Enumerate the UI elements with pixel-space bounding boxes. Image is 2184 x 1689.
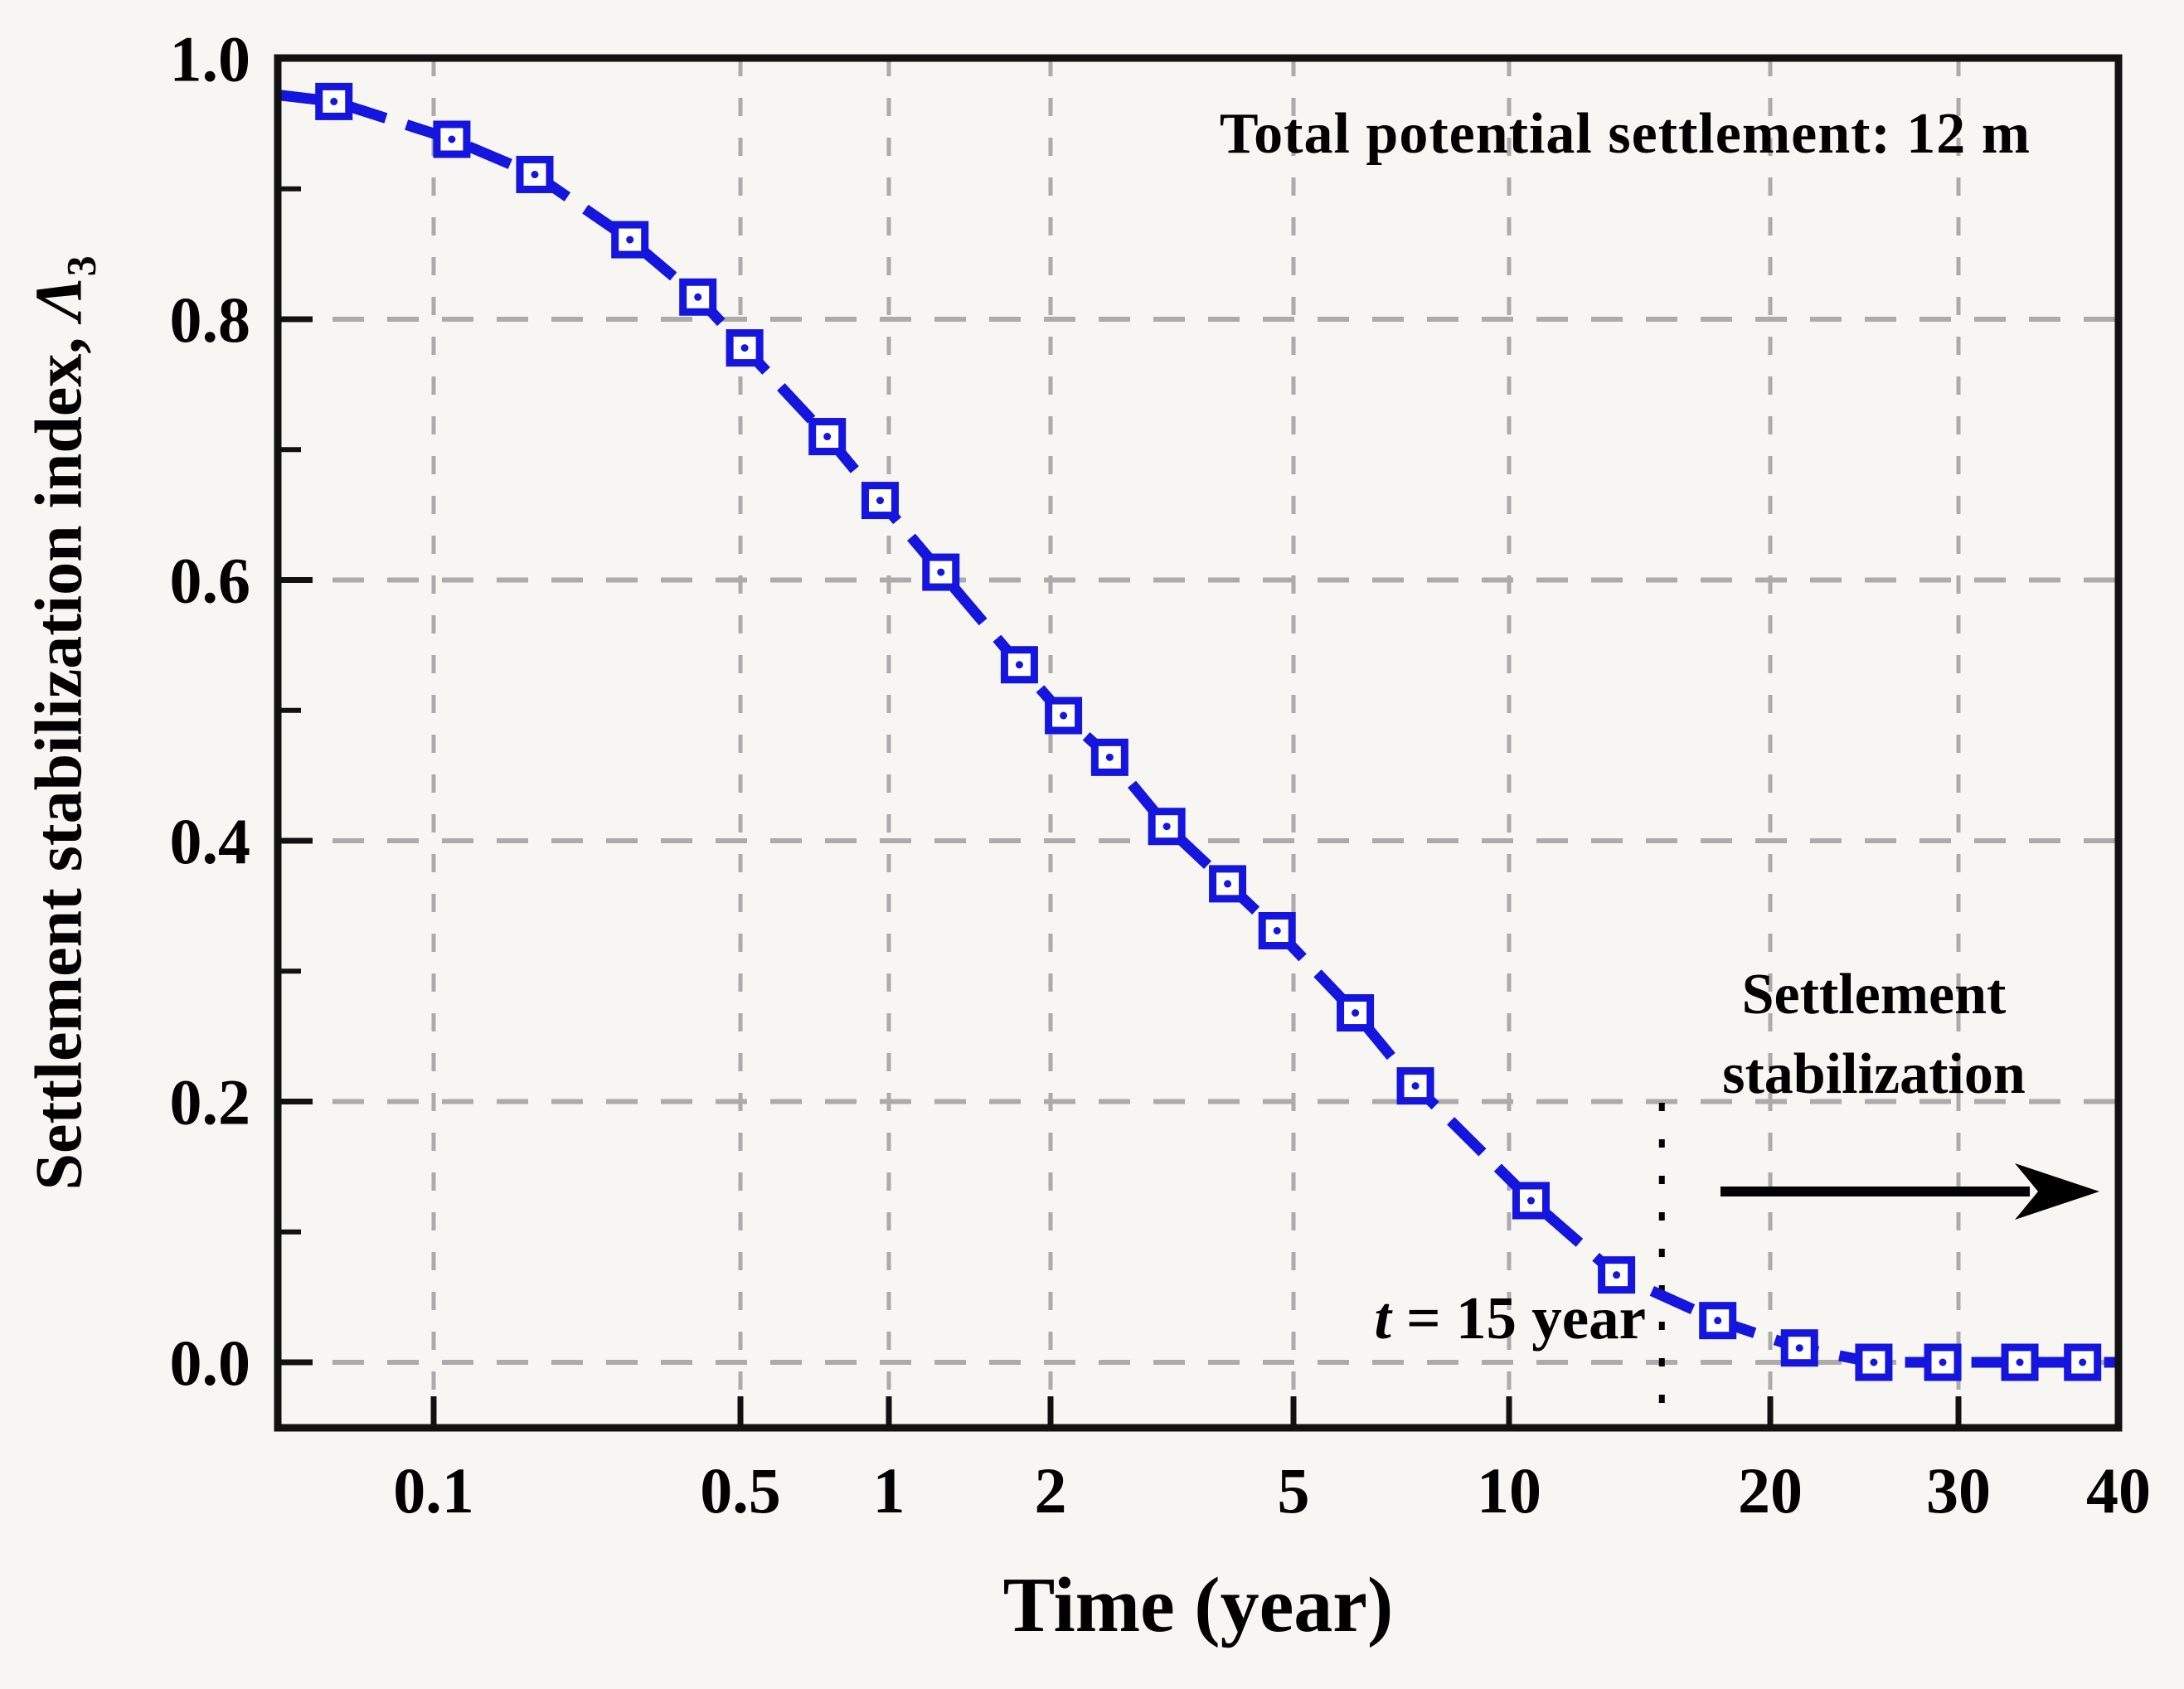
annotation-t15-text: = 15 year	[1390, 1284, 1646, 1352]
annotation-settlement-stabilization: Settlement stabilization	[1687, 955, 2060, 1114]
data-point-marker	[1699, 1302, 1737, 1340]
y-axis-title: Settlement stabilization index, Λ3	[22, 256, 104, 1191]
data-point-marker	[1396, 1067, 1434, 1105]
data-point-marker	[1000, 646, 1038, 684]
x-tick-label: 0.5	[700, 1454, 781, 1526]
data-point-marker	[1258, 912, 1296, 950]
x-tick-label: 0.1	[393, 1454, 474, 1526]
annotation-t15-variable: t	[1374, 1284, 1391, 1352]
data-point-marker	[861, 482, 899, 520]
y-axis-title-subscript: 3	[58, 255, 104, 277]
data-point-marker	[2064, 1343, 2102, 1381]
data-point-marker	[808, 418, 847, 456]
x-tick-label: 20	[1738, 1454, 1803, 1526]
series-line	[277, 90, 2118, 1368]
x-tick-label: 2	[1035, 1454, 1067, 1526]
annotation-total-potential-settlement: Total potential settlement: 12 m	[1219, 102, 2031, 166]
data-point-marker	[516, 155, 554, 193]
data-point-marker	[1924, 1343, 1962, 1381]
data-point-marker	[1045, 696, 1083, 735]
data-point-marker	[1209, 865, 1247, 903]
x-tick-label: 10	[1477, 1454, 1541, 1526]
data-point-marker	[726, 329, 764, 367]
y-tick-label: 1.0	[170, 23, 251, 95]
data-point-marker	[1780, 1329, 1818, 1367]
y-tick-label: 0.0	[170, 1327, 251, 1399]
data-point-marker	[1337, 994, 1375, 1032]
data-point-marker	[1855, 1343, 1893, 1381]
x-tick-label: 30	[1926, 1454, 1991, 1526]
data-point-marker	[2001, 1343, 2039, 1381]
data-point-marker	[679, 278, 717, 316]
data-point-marker	[1598, 1256, 1636, 1294]
plot-border	[274, 54, 2123, 1432]
annotation-settlement-stabilization-line2: stabilization	[1722, 1042, 2026, 1106]
data-point-marker	[1512, 1182, 1550, 1220]
data-point-marker	[433, 120, 471, 158]
annotation-settlement-stabilization-line1: Settlement	[1741, 963, 2007, 1027]
data-point-marker	[315, 82, 353, 120]
data-point-marker	[922, 553, 960, 591]
x-tick-label: 40	[2086, 1454, 2151, 1526]
y-axis-title-text: Settlement stabilization index,	[22, 320, 96, 1191]
data-point-marker	[1148, 808, 1186, 846]
data-point-marker	[1090, 738, 1128, 776]
annotation-t15: t = 15 year	[1227, 1284, 1646, 1353]
x-tick-label: 5	[1278, 1454, 1310, 1526]
x-axis-title: Time (year)	[1002, 1562, 1394, 1648]
arrow-head-icon	[2015, 1163, 2099, 1221]
x-tick-label: 1	[873, 1454, 905, 1526]
y-tick-label: 0.4	[170, 805, 251, 877]
y-tick-label: 0.6	[170, 545, 251, 617]
y-tick-label: 0.8	[170, 284, 251, 356]
data-point-marker	[611, 221, 649, 259]
y-axis-title-lambda-symbol: Λ	[22, 276, 96, 321]
y-tick-label: 0.2	[170, 1066, 251, 1138]
